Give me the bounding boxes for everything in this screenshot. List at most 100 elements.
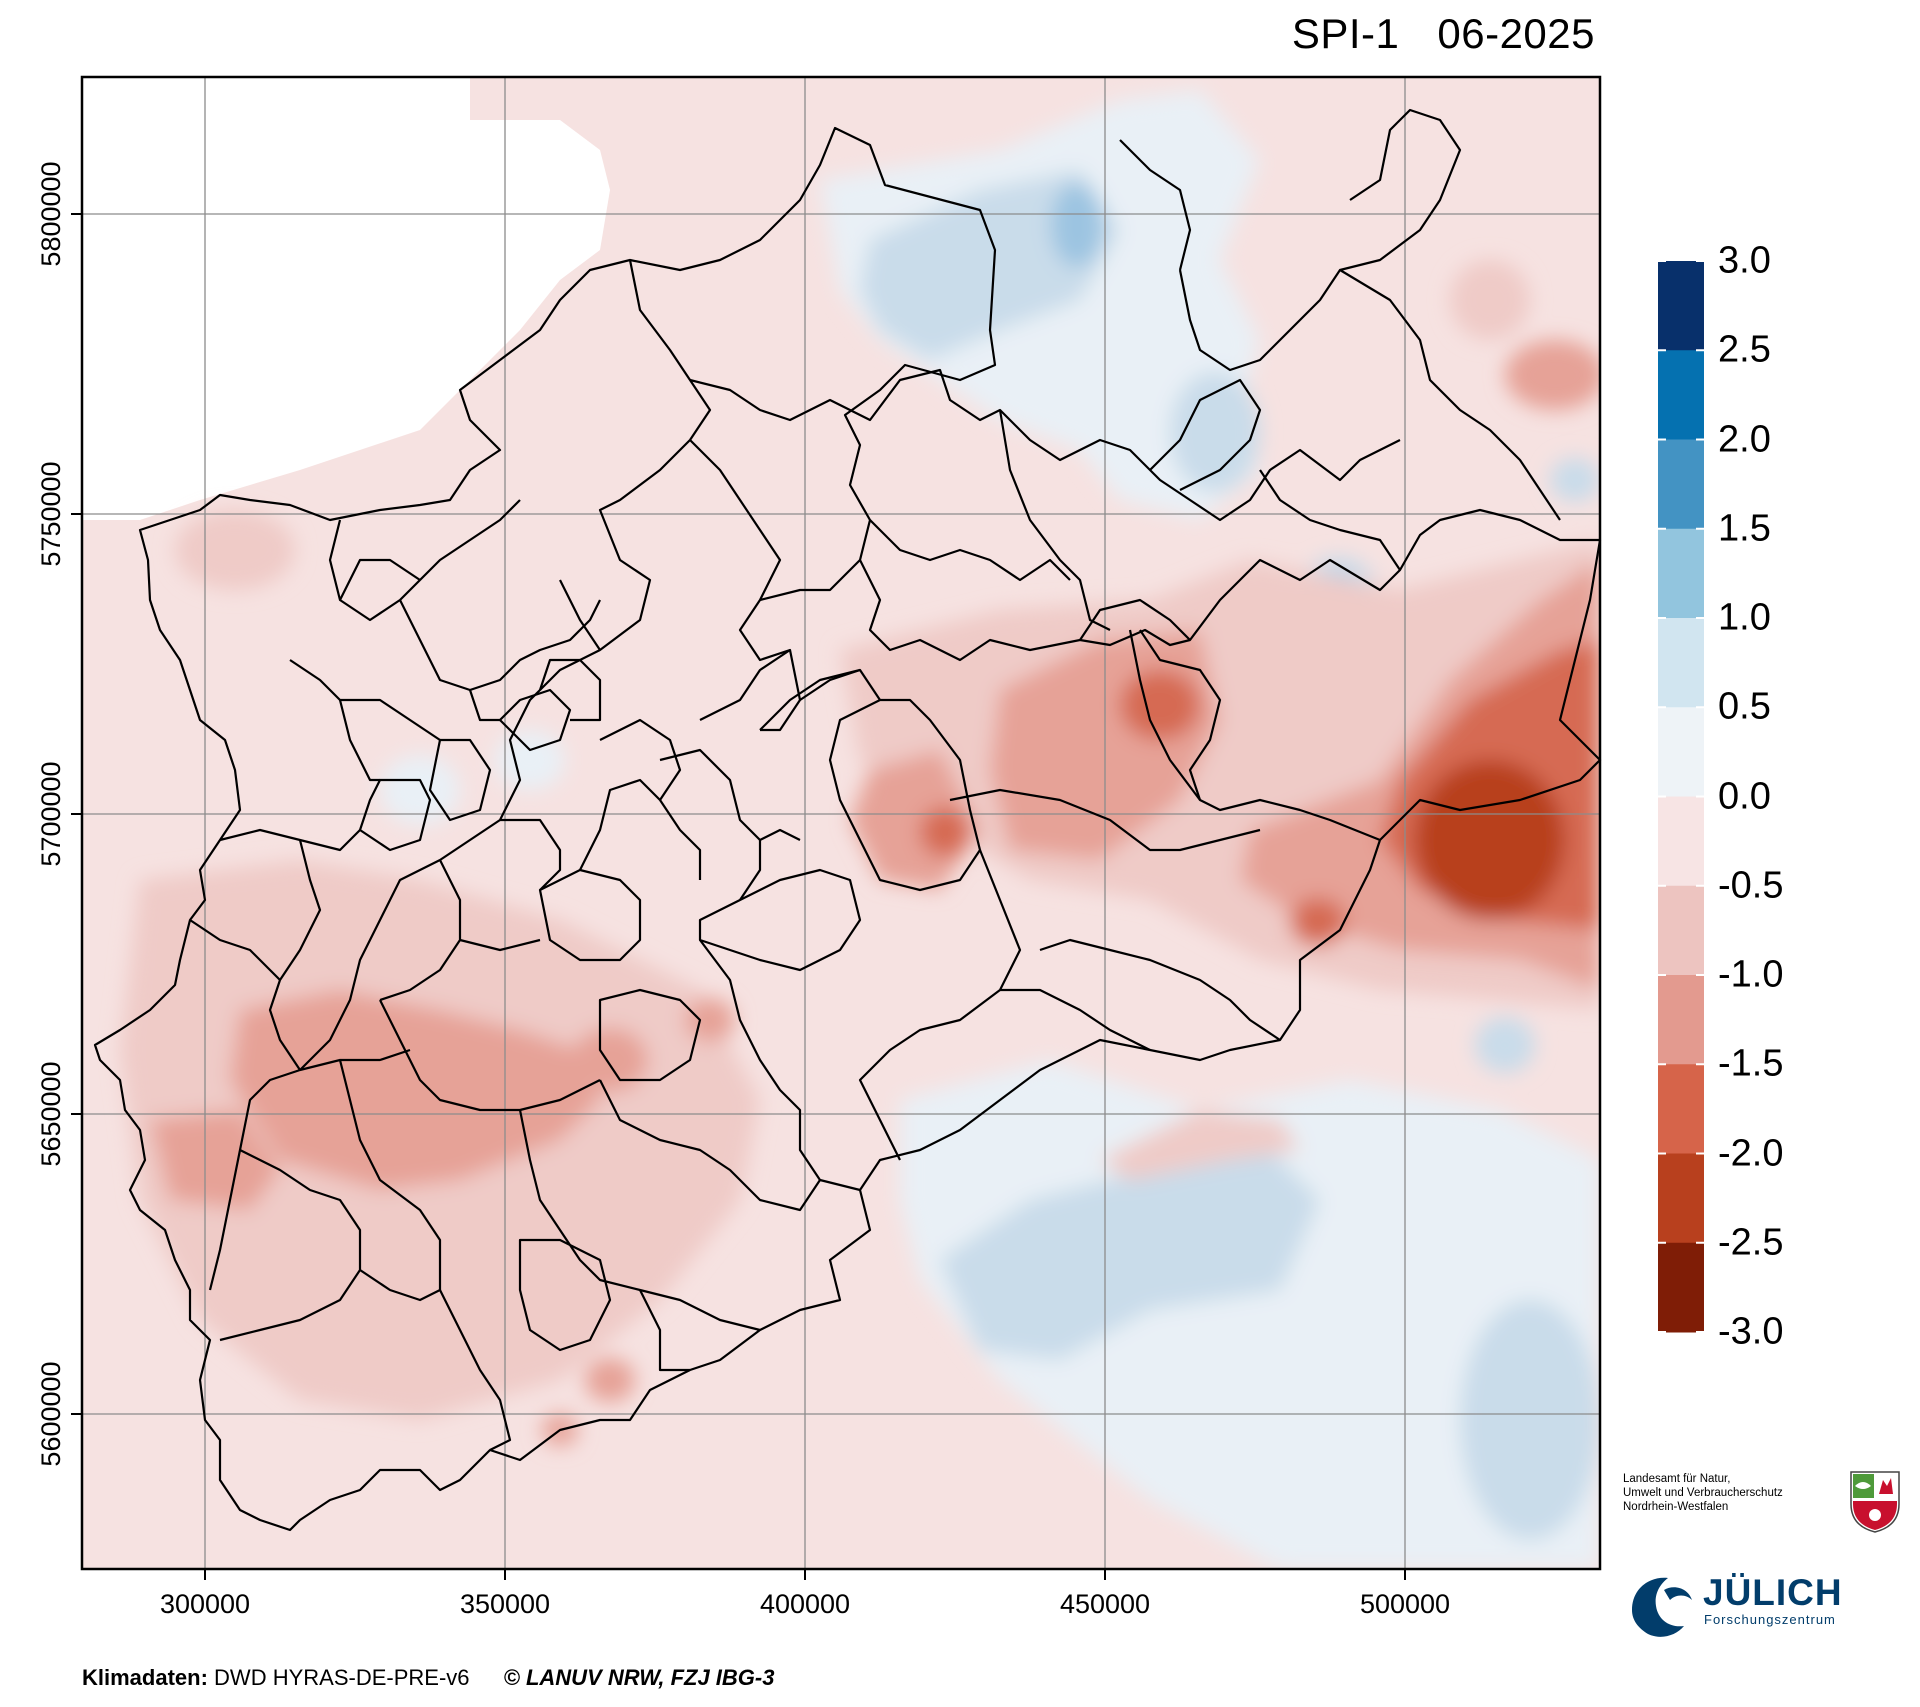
field-neg-light-northwest: [175, 510, 295, 590]
y-tick-label: 5800000: [36, 161, 66, 266]
boundary-line: [1259, 469, 1401, 571]
footer-label: Klimadaten:: [82, 1665, 208, 1690]
legend-label: 0.0: [1718, 775, 1771, 817]
legend-swatch: [1658, 350, 1704, 440]
plot-frame: [80, 75, 1602, 1571]
boundary-line: [498, 688, 572, 752]
x-tick-label: 350000: [460, 1589, 550, 1619]
boundary-line: [1079, 598, 1191, 641]
title-date: 06-2025: [1437, 10, 1595, 57]
nrw-crest-icon: [1850, 1471, 1900, 1533]
juelich-subtitle: Forschungszentrum: [1704, 1612, 1836, 1627]
legend-swatch: [1658, 975, 1704, 1065]
legend-label: -0.5: [1718, 864, 1784, 907]
boundary-line: [468, 689, 500, 722]
field-neg-mid-west5: [685, 998, 735, 1042]
legend-swatch: [1658, 528, 1704, 619]
lanuv-text: Landesamt für Natur, Umwelt und Verbrauc…: [1623, 1472, 1783, 1514]
field-neg-mid-south: [585, 1358, 635, 1402]
field-neg-strong-east2: [1290, 898, 1346, 946]
field-pos-light-southeast: [1460, 1300, 1600, 1540]
boundary-line: [208, 259, 712, 1291]
legend-swatch: [1658, 439, 1704, 530]
precipitation-field: [82, 77, 1600, 1569]
legend-swatch: [1658, 1153, 1704, 1244]
boundary-line: [518, 1238, 612, 1352]
boundary-line: [299, 1048, 411, 1072]
boundary-line: [189, 919, 281, 981]
boundary-line: [1039, 938, 1281, 1041]
boundary-line: [1119, 139, 1192, 271]
x-tick-label: 400000: [760, 1589, 850, 1619]
field-neg-mid-northeast: [1505, 340, 1600, 410]
legend-label: 3.0: [1718, 239, 1771, 282]
boundary-line: [359, 1269, 441, 1302]
boundary-line: [599, 1079, 821, 1212]
boundary-line: [659, 748, 761, 841]
field-neg-light-northeast: [1450, 260, 1530, 340]
field-neg-strong-center: [1120, 670, 1200, 740]
legend-swatch: [1658, 1064, 1704, 1154]
boundary-line: [689, 368, 1401, 522]
boundary-line: [268, 839, 322, 1071]
legend-swatch: [1658, 261, 1704, 351]
boundary-line: [518, 1109, 761, 1332]
boundary-line: [289, 659, 441, 741]
legend-label: 2.5: [1718, 328, 1771, 371]
y-tick-label: 5750000: [36, 461, 66, 566]
legend-swatch: [1658, 707, 1704, 797]
boundary-line: [639, 1289, 690, 1372]
anomaly-patches: [120, 90, 1600, 1569]
field-neg-severe-east: [1415, 760, 1565, 920]
boundary-line: [338, 1059, 442, 1290]
legend-label: 1.0: [1718, 596, 1771, 639]
boundary-line: [328, 499, 521, 622]
boundary-line: [699, 939, 861, 1192]
boundary-line: [698, 868, 862, 972]
field-pos-light-east3: [1550, 458, 1600, 502]
boundary-line: [219, 1149, 362, 1342]
y-tick-label: 5700000: [36, 761, 66, 866]
footer-copyright: © LANUV NRW, FZJ IBG-3: [503, 1665, 775, 1690]
legend-swatch: [1658, 885, 1704, 976]
field-pos-light-south: [940, 1150, 1320, 1360]
field-pos-mid-north: [1051, 183, 1103, 267]
field-pos-light-east2: [1475, 1017, 1535, 1073]
legend-label: -2.0: [1718, 1132, 1784, 1174]
title-index: SPI-1: [1291, 10, 1400, 57]
x-tick-label: 450000: [1060, 1589, 1150, 1619]
boundary-line: [459, 938, 541, 952]
boundary-line: [1128, 629, 1201, 801]
boundary-line: [949, 788, 1261, 852]
field-pos-light-east: [1170, 372, 1260, 492]
boundary-line: [689, 439, 791, 662]
axis-ticks: [71, 213, 1406, 1580]
boundary-line: [1000, 988, 1151, 1051]
map-title: SPI-1 06-2025: [1292, 10, 1595, 58]
boundary-line: [500, 818, 562, 891]
juelich-name: JÜLICH: [1703, 1572, 1843, 1613]
boundary-line: [1139, 629, 1381, 842]
legend-label: -1.0: [1718, 953, 1784, 996]
juelich-logo-icon: [1632, 1577, 1692, 1637]
boundary-line: [1339, 269, 1561, 521]
state-outline: [93, 126, 1602, 1532]
color-legend: [1658, 260, 1704, 1333]
boundary-line: [1149, 378, 1262, 491]
boundary-line: [358, 778, 432, 852]
legend-label: 0.5: [1718, 685, 1771, 728]
legend-label: -1.5: [1718, 1042, 1784, 1085]
legend-swatch: [1658, 796, 1704, 887]
legend-label: -2.5: [1718, 1221, 1784, 1264]
boundary-line: [559, 579, 601, 651]
boundary-line: [869, 519, 1071, 582]
boundary-line: [338, 699, 380, 782]
boundary-line: [598, 988, 702, 1082]
boundary-line: [828, 698, 982, 892]
boundary-line: [579, 778, 702, 880]
footer: Klimadaten: DWD HYRAS-DE-PRE-v6 © LANUV …: [82, 1665, 774, 1691]
boundary-line: [379, 999, 601, 1112]
no-data-area: [82, 77, 610, 520]
boundary-line: [998, 409, 1111, 631]
